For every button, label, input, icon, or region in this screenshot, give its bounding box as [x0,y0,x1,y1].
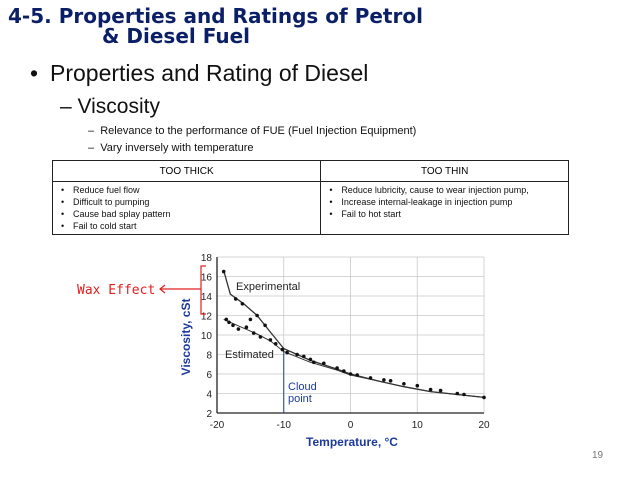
chart-axes [216,257,484,414]
list-item: Reduce lubricity, cause to wear injectio… [329,184,564,196]
wax-arrow-head-icon [159,284,166,294]
data-point [312,360,316,365]
bullet-dash-icon: – [60,95,78,118]
y-tick-label: 8 [206,351,212,362]
y-tick-label: 18 [201,253,213,264]
data-point [224,317,229,322]
x-tick-label: 0 [348,420,354,431]
data-point [280,347,285,352]
data-point [255,313,259,318]
x-tick-label: 20 [478,420,490,431]
data-point [285,350,289,355]
data-point [348,372,353,376]
data-point [273,342,278,346]
data-point [258,335,263,339]
too-thin-cell: Reduce lubricity, cause to wear injectio… [320,181,569,235]
y-tick-label: 16 [201,273,213,284]
data-point [248,317,253,322]
data-point [302,354,306,359]
data-point [244,325,249,330]
sub-bullet-dash-icon: – [88,125,101,137]
title-line-1: 4-5. Properties and Ratings of Petrol [8,4,423,28]
list-item: Fail to cold start [61,220,316,232]
data-point [251,331,256,335]
data-point [402,382,406,386]
bullet-2-text: Viscosity [77,95,160,118]
list-item: Difficult to pumping [61,196,316,208]
chart-points [221,269,486,400]
x-axis-label: Temperature, °C [306,435,398,449]
y-axis-label: Viscosity, cSt [179,299,193,376]
data-point [355,373,360,377]
page-number: 19 [592,450,604,461]
bullet-1-text: Properties and Rating of Diesel [50,60,369,86]
tick-labels: -20 -10 0 10 20 2 4 6 8 10 12 14 16 18 [201,253,490,431]
data-point [221,269,226,274]
header-too-thick: TOO THICK [51,160,322,182]
series-line-estimated [223,318,485,398]
list-item: Increase internal-leakage in injection p… [329,196,564,208]
data-point [415,383,420,388]
cloud-point-label-line2: point [288,393,312,405]
data-point [382,378,386,382]
sub-bullet-1: – Relevance to the performance of FUE (F… [88,125,416,137]
sub-bullet-1-text: Relevance to the performance of FUE (Fue… [100,125,417,137]
title-line-2: & Diesel Fuel [102,24,251,48]
sub-bullet-2: – Vary inversely with temperature [88,142,253,154]
data-point [428,387,433,392]
data-point [227,320,231,325]
table-header-row: TOO THICK TOO THIN [51,160,569,182]
table-row: Reduce fuel flow Difficult to pumping Ca… [51,181,569,235]
data-point [342,369,346,373]
y-tick-label: 14 [201,292,213,303]
data-point [240,302,245,306]
data-point [388,379,393,383]
data-point [455,391,460,396]
data-point [233,297,238,301]
header-too-thin: TOO THIN [320,160,569,182]
data-point [268,338,273,342]
wax-effect-bracket [200,265,206,315]
list-item: Fail to hot start [329,208,564,220]
data-point [231,323,235,328]
data-point [368,376,373,380]
list-item: Reduce fuel flow [61,184,316,196]
y-tick-label: 4 [206,390,212,401]
list-item: Cause bad splay pattern [61,208,316,220]
data-point [263,323,267,328]
estimated-label: Estimated [225,349,274,361]
y-tick-label: 2 [206,409,212,420]
slide-title: 4-5. Properties and Ratings of Petrol & … [8,6,423,46]
data-point [438,388,443,393]
bullet-level-2: – Viscosity [60,95,160,119]
data-point [482,395,486,400]
x-tick-label: -10 [277,420,292,431]
data-point [308,357,313,362]
data-point [335,366,339,370]
sub-bullet-2-text: Vary inversely with temperature [100,142,254,154]
cloud-point-label-line1: Cloud [288,381,317,393]
bullet-dot-icon: • [30,60,39,86]
too-thick-cell: Reduce fuel flow Difficult to pumping Ca… [51,181,322,235]
x-tick-label: 10 [412,420,424,431]
data-point [295,352,299,357]
y-tick-label: 6 [206,370,212,381]
experimental-label: Experimental [236,281,300,293]
y-tick-label: 10 [201,331,213,342]
data-point [462,392,466,397]
y-tick-label: 12 [201,312,213,323]
viscosity-table: TOO THICK TOO THIN Reduce fuel flow Diff… [51,160,569,235]
wax-effect-label: Wax Effect [77,283,155,298]
x-tick-label: -20 [210,420,225,431]
bullet-level-1: • Properties and Rating of Diesel [30,60,368,87]
sub-bullet-dash-icon: – [88,142,101,154]
data-point [236,327,241,331]
data-point [322,361,326,366]
